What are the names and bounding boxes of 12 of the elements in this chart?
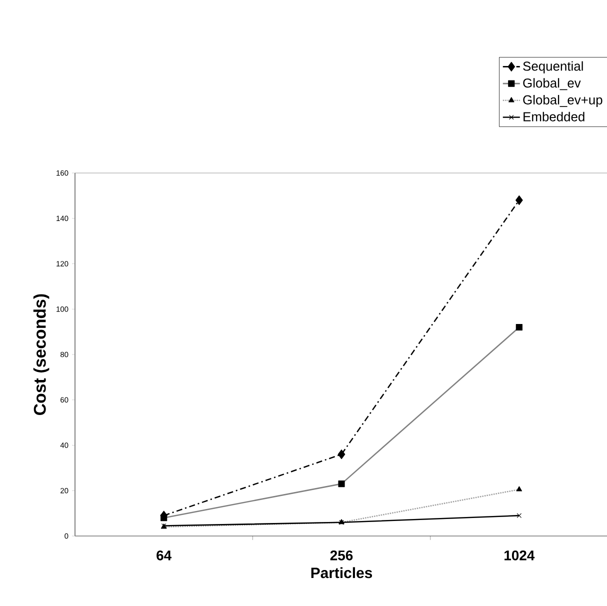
x-tick-label: 1024 (504, 550, 535, 560)
point (338, 450, 346, 460)
y-axis-title: Cost (seconds) (33, 294, 50, 415)
x-tick-label: 64 (156, 550, 172, 560)
legend-label: Sequential (523, 61, 583, 74)
x-tick-label: 256 (330, 550, 353, 560)
legend-label: Global_ev (523, 78, 581, 90)
legend-label: Global_ev+up (523, 94, 602, 108)
point (516, 513, 522, 518)
x-axis-title: Particles (311, 567, 372, 578)
legend-label: Embedded (524, 112, 584, 122)
point (516, 195, 523, 206)
